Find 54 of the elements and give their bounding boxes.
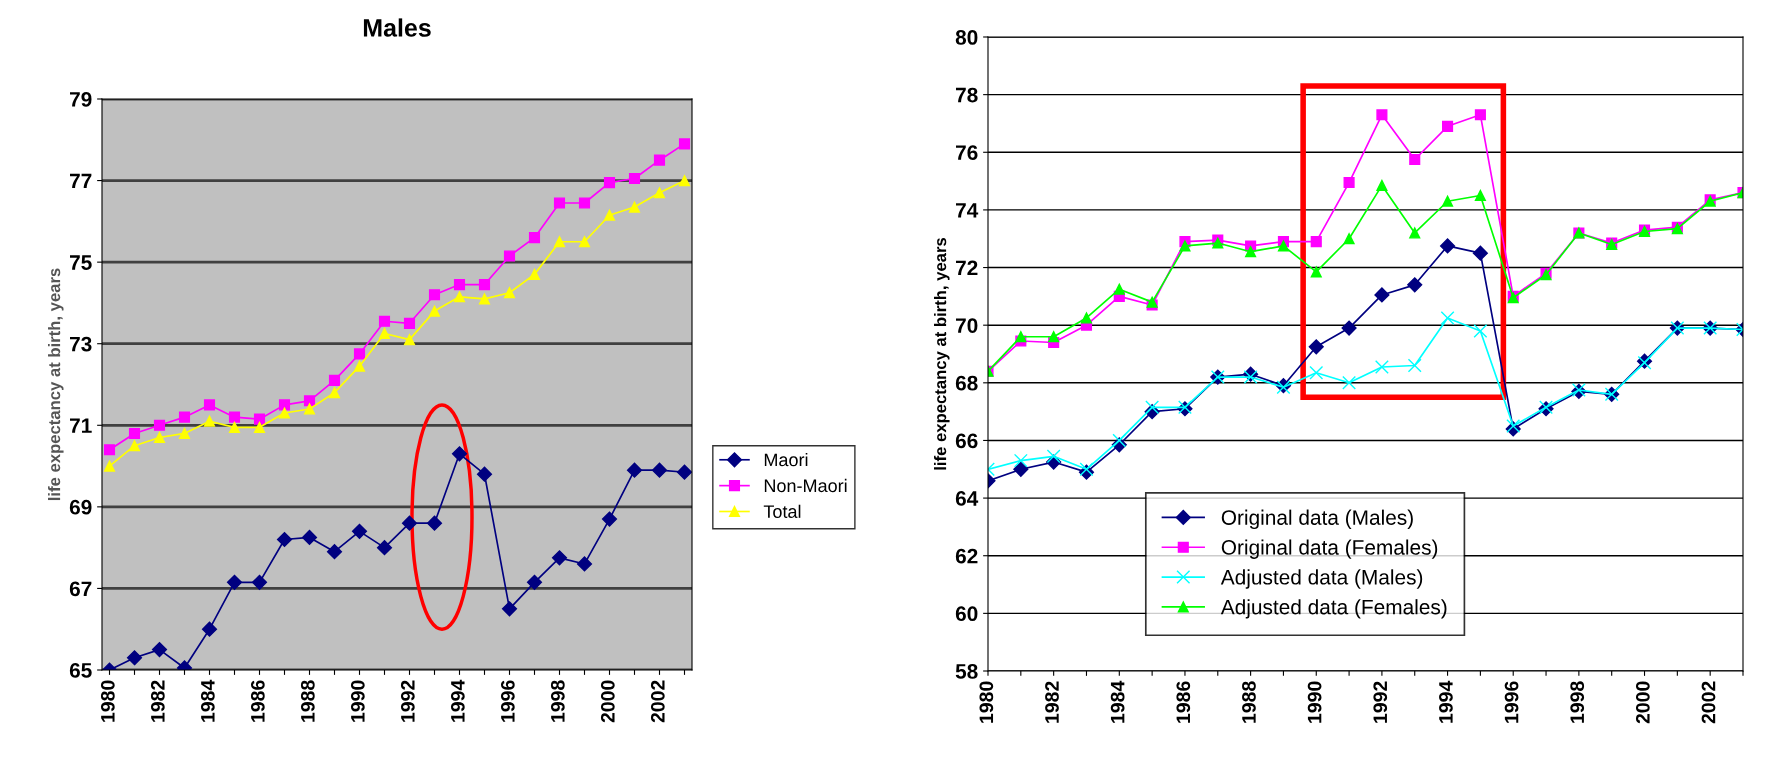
y-tick-label: 78 — [956, 87, 978, 103]
y-tick-label: 58 — [955, 664, 978, 679]
x-tick-label: 2000 — [600, 680, 615, 723]
x-tick-label: 2002 — [1701, 681, 1716, 724]
x-tick-label: 1982 — [1045, 681, 1059, 723]
x-tick-label: 1984 — [1110, 680, 1125, 723]
x-tick-label: 1990 — [350, 680, 365, 722]
y-tick-label: 76 — [956, 145, 978, 161]
y-tick-label: 69 — [69, 499, 92, 515]
x-tick-label: 1988 — [1242, 681, 1256, 723]
x-tick-label: 1992 — [400, 680, 415, 722]
y-tick-label: 67 — [69, 581, 92, 597]
y-tick-label: 65 — [69, 663, 92, 678]
y-axis-title: life expectancy at birth, years — [48, 268, 64, 501]
x-tick-label: 1992 — [1373, 681, 1388, 723]
y-tick-label: 72 — [956, 260, 978, 276]
y-tick-label: 79 — [70, 92, 92, 107]
y-tick-label: 73 — [70, 336, 92, 352]
y-tick-label: 74 — [956, 203, 979, 218]
y-tick-label: 75 — [70, 255, 92, 270]
x-tick-label: 2002 — [650, 680, 665, 723]
legend-label: Total — [763, 504, 801, 518]
legend-label: Original data (Males) — [1221, 509, 1413, 530]
y-tick-label: 62 — [955, 548, 978, 564]
x-tick-label: 1986 — [1176, 681, 1191, 723]
legend-label: Original data (Females) — [1221, 539, 1438, 559]
legend-label: Non-Maori — [764, 478, 847, 493]
legend-label: Adjusted data (Males) — [1220, 569, 1423, 589]
x-tick-label: 1988 — [300, 680, 315, 722]
x-tick-label: 1998 — [1570, 681, 1585, 723]
x-tick-label: 1984 — [200, 679, 215, 722]
y-tick-label: 60 — [955, 606, 978, 622]
y-tick-label: 64 — [955, 491, 979, 506]
x-tick-label: 1996 — [1504, 681, 1519, 723]
chart-title: Males — [363, 18, 431, 37]
x-tick-label: 1994 — [1439, 680, 1453, 723]
y-tick-label: 68 — [955, 375, 978, 391]
legend-label: Adjusted data (Females) — [1220, 599, 1447, 619]
y-tick-label: 71 — [70, 418, 92, 433]
y-tick-label: 66 — [955, 433, 978, 449]
legend-label: Maori — [764, 453, 808, 467]
x-tick-label: 1998 — [550, 680, 565, 722]
x-tick-label: 1980 — [100, 680, 115, 722]
x-tick-label: 1994 — [450, 679, 465, 722]
x-tick-label: 1980 — [979, 681, 994, 723]
x-tick-label: 1996 — [500, 680, 515, 722]
x-tick-label: 1990 — [1307, 681, 1322, 723]
y-tick-label: 70 — [956, 318, 978, 333]
x-tick-label: 1982 — [150, 680, 165, 722]
y-tick-label: 77 — [70, 173, 92, 189]
y-axis-title: life expectancy at birth, years — [934, 237, 950, 470]
x-tick-label: 2000 — [1635, 681, 1650, 724]
y-tick-label: 80 — [955, 30, 978, 45]
x-tick-label: 1986 — [250, 680, 265, 722]
